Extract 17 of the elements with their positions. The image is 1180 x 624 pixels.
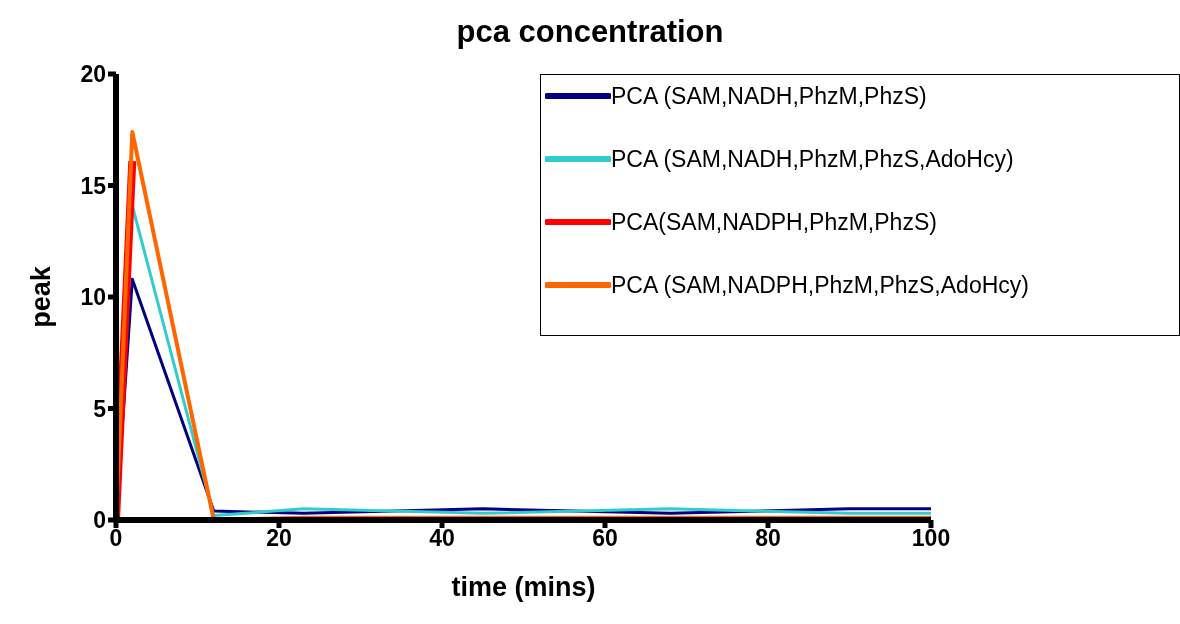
legend-label: PCA(SAM,NADPH,PhzM,PhzS) (611, 209, 937, 236)
y-tick-label: 10 (80, 284, 106, 311)
chart-title: pca concentration (455, 14, 725, 50)
x-tick-label: 80 (755, 525, 781, 552)
y-tick-label: 15 (80, 172, 107, 199)
x-tick-label: 40 (429, 525, 455, 552)
y-tick-label: 0 (93, 507, 106, 534)
legend-label: PCA (SAM,NADH,PhzM,PhzS) (611, 83, 927, 110)
legend-label: PCA (SAM,NADH,PhzM,PhzS,AdoHcy) (611, 146, 1014, 173)
y-tick-label: 5 (93, 395, 107, 422)
y-tick-label: 20 (80, 61, 106, 88)
x-axis-title: time (mins) (451, 572, 596, 602)
x-tick-label: 20 (266, 525, 292, 552)
y-axis-title: peak (25, 265, 56, 328)
x-tick-label: 60 (592, 525, 618, 552)
legend-label: PCA (SAM,NADPH,PhzM,PhzS,AdoHcy) (611, 272, 1029, 299)
x-tick-label: 100 (911, 525, 951, 552)
